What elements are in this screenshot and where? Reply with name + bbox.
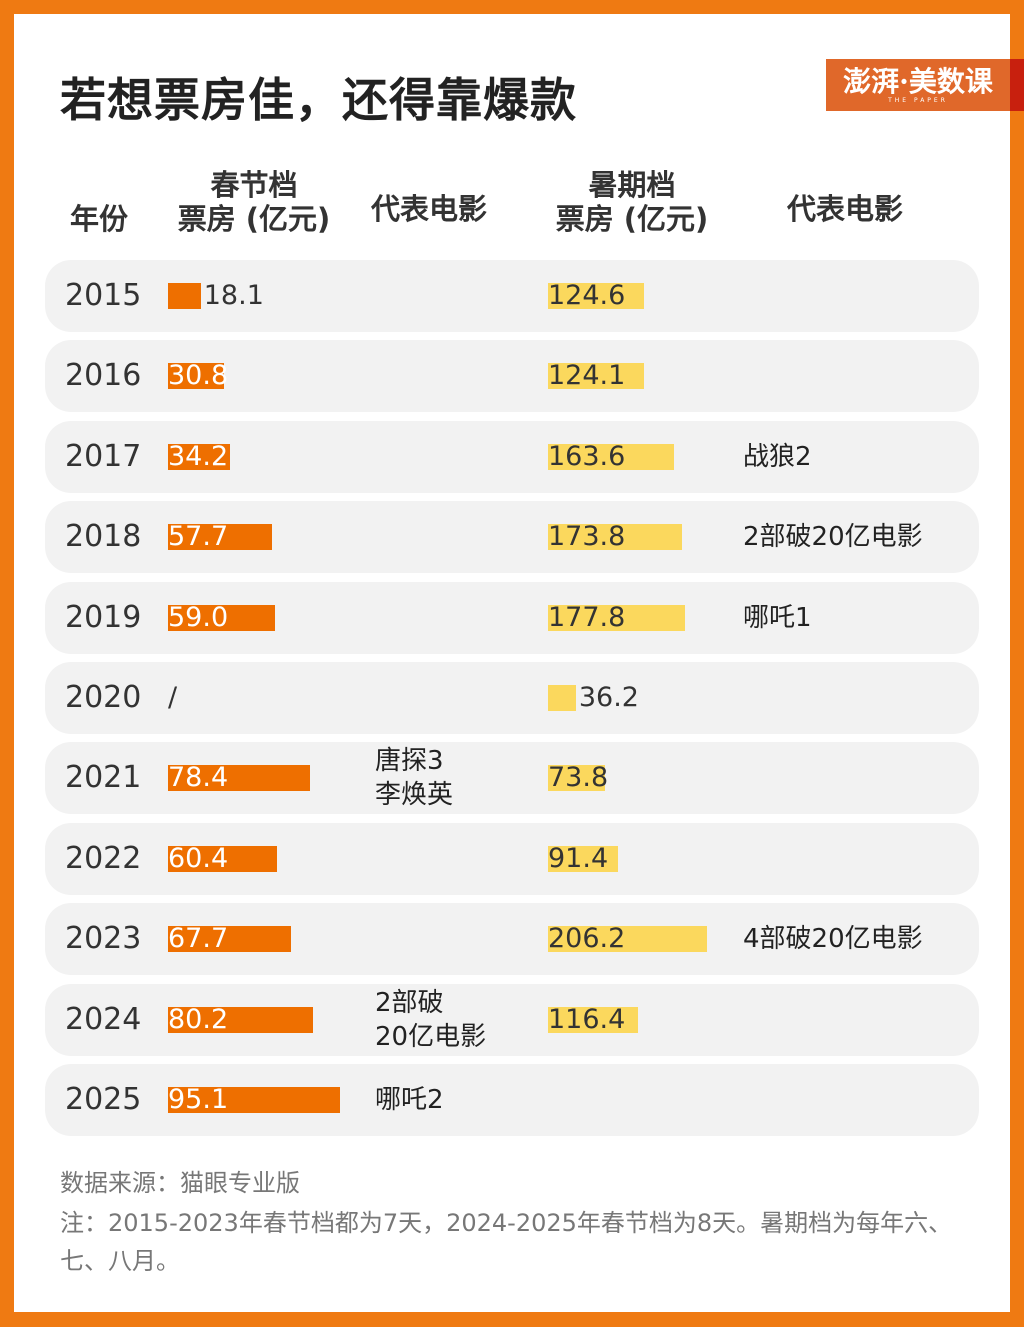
summer-film: 2部破20亿电影 bbox=[743, 522, 923, 553]
year-cell: 2020 bbox=[65, 680, 142, 715]
summer-bar bbox=[548, 926, 707, 953]
infographic-card: 若想票房佳，还得靠爆款 澎湃·美数课 THE PAPER 年份 春节档 票房 (… bbox=[14, 14, 1024, 1312]
spring-value: 30.8 bbox=[168, 360, 229, 392]
year-cell: 2022 bbox=[65, 840, 142, 876]
summer-value: 124.6 bbox=[548, 280, 626, 311]
spring-value: 67.7 bbox=[168, 923, 229, 955]
spring-bar bbox=[168, 283, 201, 309]
table-row: 2016 30.8 124.1 bbox=[45, 340, 979, 413]
spring-value: 57.7 bbox=[168, 521, 229, 553]
footer-note: 注：2015-2023年春节档都为7天，2024-2025年春节档为8天。暑期档… bbox=[60, 1209, 953, 1275]
table-row: 2021 78.4 唐探3 李焕英 73.8 bbox=[45, 742, 979, 815]
summer-bar bbox=[548, 363, 644, 390]
table-row: 2023 67.7 206.2 4部破20亿电影 bbox=[45, 903, 979, 976]
spring-value: / bbox=[168, 682, 178, 713]
summer-value: 91.4 bbox=[548, 842, 609, 874]
summer-value: 73.8 bbox=[548, 762, 609, 794]
summer-value: 163.6 bbox=[548, 440, 626, 472]
table-row: 2017 34.2 163.6 战狼2 bbox=[45, 420, 979, 493]
spring-bar bbox=[168, 604, 275, 631]
year-cell: 2016 bbox=[65, 358, 142, 394]
spring-bar bbox=[168, 443, 230, 470]
summer-bar bbox=[548, 765, 605, 792]
spring-value: 60.4 bbox=[168, 842, 229, 874]
table-row: 2019 59.0 177.8 哪吒1 bbox=[45, 581, 979, 654]
header-spring-box-office: 春节档 票房 (亿元) bbox=[177, 168, 331, 236]
summer-film: 战狼2 bbox=[743, 441, 812, 472]
spring-bar bbox=[168, 1087, 341, 1113]
table-row: 2022 60.4 91.4 bbox=[45, 822, 979, 895]
table-row: 2024 80.2 2部破 20亿电影 116.4 bbox=[45, 983, 979, 1056]
summer-value: 124.1 bbox=[548, 360, 626, 392]
table-row: 2018 57.7 173.8 2部破20亿电影 bbox=[45, 501, 979, 574]
summer-value: 177.8 bbox=[548, 601, 626, 633]
summer-bar bbox=[548, 524, 682, 551]
spring-value: 78.4 bbox=[168, 762, 229, 794]
summer-bar bbox=[548, 443, 674, 470]
logo-text: 澎湃·美数课 bbox=[843, 64, 993, 98]
year-cell: 2021 bbox=[65, 760, 142, 796]
summer-film: 4部破20亿电影 bbox=[743, 924, 923, 955]
spring-value: 95.1 bbox=[168, 1084, 229, 1115]
summer-value: 206.2 bbox=[548, 923, 626, 955]
year-cell: 2017 bbox=[65, 438, 142, 474]
summer-bar bbox=[548, 604, 685, 631]
spring-bar bbox=[168, 845, 278, 872]
logo-sub: THE PAPER bbox=[888, 96, 948, 104]
table-row: 2020 / 36.2 bbox=[45, 662, 979, 734]
year-cell: 2018 bbox=[65, 519, 142, 555]
summer-film: 哪吒1 bbox=[743, 602, 812, 633]
summer-value: 36.2 bbox=[578, 682, 639, 713]
summer-bar bbox=[548, 685, 576, 711]
spring-film: 哪吒2 bbox=[375, 1085, 444, 1115]
spring-value: 34.2 bbox=[168, 440, 229, 472]
header-year: 年份 bbox=[69, 202, 128, 236]
summer-bar bbox=[548, 845, 619, 872]
spring-bar bbox=[168, 363, 224, 390]
spring-value: 59.0 bbox=[168, 601, 229, 633]
year-cell: 2015 bbox=[65, 278, 142, 313]
header-summer-film: 代表电影 bbox=[786, 192, 903, 226]
spring-film: 唐探3 李焕英 bbox=[375, 746, 454, 811]
spring-bar bbox=[168, 765, 310, 792]
header-spring-film: 代表电影 bbox=[370, 192, 487, 226]
spring-value: 18.1 bbox=[203, 280, 264, 311]
summer-bar bbox=[548, 1006, 638, 1033]
year-cell: 2024 bbox=[65, 1001, 142, 1037]
spring-bar bbox=[168, 1006, 314, 1033]
table-row: 2025 95.1 哪吒2 bbox=[45, 1064, 979, 1136]
spring-bar bbox=[168, 524, 273, 551]
header-summer-box-office: 暑期档 票房 (亿元) bbox=[555, 168, 709, 236]
spring-value: 80.2 bbox=[168, 1003, 229, 1035]
page-title: 若想票房佳，还得靠爆款 bbox=[60, 73, 577, 127]
table-row: 2015 18.1 124.6 bbox=[45, 260, 979, 332]
summer-bar bbox=[548, 283, 644, 309]
year-cell: 2019 bbox=[65, 599, 142, 635]
year-cell: 2023 bbox=[65, 921, 142, 957]
summer-value: 173.8 bbox=[548, 521, 626, 553]
spring-bar bbox=[168, 926, 291, 953]
year-cell: 2025 bbox=[65, 1082, 142, 1117]
summer-value: 116.4 bbox=[548, 1003, 626, 1035]
spring-film: 2部破 20亿电影 bbox=[375, 987, 487, 1052]
logo: 澎湃·美数课 THE PAPER bbox=[826, 59, 1010, 111]
footer-source: 数据来源：猫眼专业版 bbox=[60, 1169, 300, 1197]
logo-accent bbox=[1010, 59, 1024, 111]
